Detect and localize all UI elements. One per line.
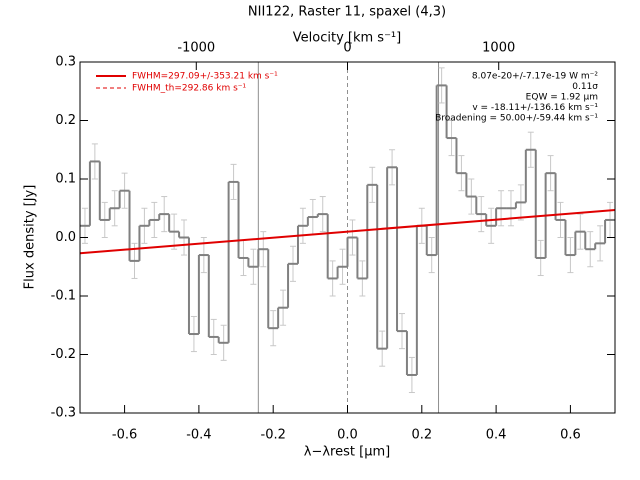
annotation: 0.11σ	[572, 82, 598, 92]
x-tick-label: 0.4	[486, 428, 507, 443]
annotation: Broadening = 50.00+/-59.44 km s⁻¹	[435, 114, 598, 124]
x2-tick-label: 1000	[482, 41, 515, 56]
x-tick-label: -0.4	[186, 428, 211, 443]
x-tick-label: 0.2	[411, 428, 432, 443]
chart-title: NII122, Raster 11, spaxel (4,3)	[248, 5, 446, 20]
annotation: v = -18.11+/-136.16 km s⁻¹	[472, 103, 598, 113]
y-axis-label: Flux density [Jy]	[23, 185, 38, 290]
x2-tick-label: 0	[343, 41, 351, 56]
x2-axis-label: Velocity [km s⁻¹]	[293, 31, 401, 46]
y-tick-label: -0.2	[51, 347, 76, 362]
x-tick-label: -0.6	[112, 428, 137, 443]
x2-tick-label: -1000	[177, 41, 215, 56]
y-tick-label: -0.1	[51, 289, 76, 304]
x-axis-label: λ−λrest [μm]	[304, 445, 390, 460]
y-tick-label: 0.2	[55, 113, 76, 128]
y-tick-label: -0.3	[51, 406, 76, 421]
legend-label: FWHM_th=292.86 km s⁻¹	[132, 84, 247, 94]
x-tick-label: 0.0	[337, 428, 358, 443]
x-tick-label: 0.6	[560, 428, 581, 443]
x-tick-label: -0.2	[261, 428, 286, 443]
annotation: 8.07e-20+/-7.17e-19 W m⁻²	[472, 72, 599, 82]
y-tick-label: 0.0	[55, 230, 76, 245]
annotation: EQW = 1.92 μm	[526, 93, 598, 103]
fit-line	[79, 209, 616, 255]
y-tick-label: 0.1	[55, 172, 76, 187]
legend-label: FWHM=297.09+/-353.21 km s⁻¹	[132, 72, 278, 82]
y-tick-label: 0.3	[55, 55, 76, 70]
